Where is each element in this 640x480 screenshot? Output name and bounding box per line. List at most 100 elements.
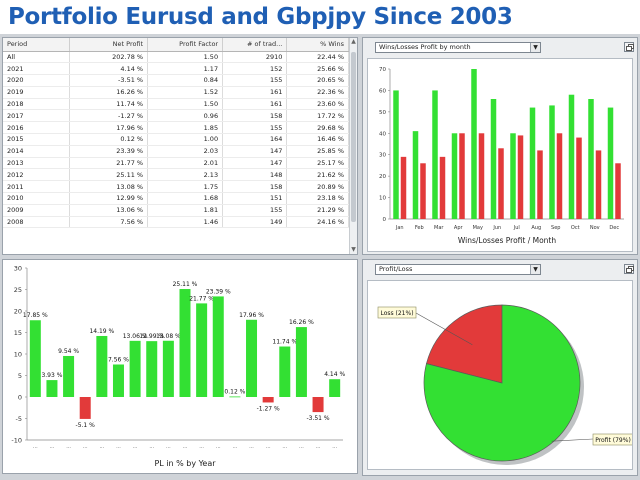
table-cell: 2019 <box>3 86 71 99</box>
year-bar <box>179 289 191 397</box>
year-bar <box>262 397 274 403</box>
column-header[interactable]: # of trad... <box>222 38 288 52</box>
scroll-down-icon[interactable]: ▼ <box>351 246 356 253</box>
table-cell: 149 <box>222 216 288 229</box>
table-cell: 23.18 % <box>286 192 349 205</box>
table-cell: 2016 <box>3 121 71 135</box>
table-cell: 155 <box>222 121 288 135</box>
column-header[interactable]: Profit Factor <box>147 38 224 52</box>
table-cell: 1.50 <box>147 51 224 64</box>
x-tick-label: ... <box>83 444 88 450</box>
x-tick-label: ... <box>183 444 188 450</box>
x-tick-label: Sep <box>551 225 560 231</box>
table-cell: 4.14 % <box>69 62 149 76</box>
table-row[interactable]: 2016 17.96 % 1.85 155 29.68 % <box>3 121 349 135</box>
table-cell: 155 <box>222 204 288 217</box>
table-header-row: Period Net Profit Profit Factor # of trad..… <box>3 38 349 52</box>
x-tick-label: ... <box>299 444 304 450</box>
table-cell: 2.03 <box>147 145 224 158</box>
year-bar <box>329 379 341 397</box>
x-axis-title: PL in % by Year <box>154 459 216 468</box>
table-row[interactable]: 2017 -1.27 % 0.96 158 17.72 % <box>3 109 349 123</box>
table-cell: 2012 <box>3 168 71 182</box>
wins-bar <box>549 105 555 219</box>
scrollbar-thumb[interactable] <box>351 52 356 222</box>
restore-window-icon[interactable] <box>624 42 634 52</box>
column-header[interactable]: Net Profit <box>69 38 149 52</box>
y-tick-label: 20 <box>379 174 386 180</box>
table-cell: 148 <box>222 168 288 182</box>
losses-bar <box>459 133 465 219</box>
table-cell: 25.17 % <box>286 157 349 170</box>
x-tick-label: ... <box>33 444 38 450</box>
scroll-up-icon[interactable]: ▲ <box>351 38 356 45</box>
y-tick-label: 40 <box>379 131 386 137</box>
wins-bar <box>568 94 575 219</box>
table-row[interactable]: 2014 23.39 % 2.03 147 25.85 % <box>3 145 349 158</box>
dropdown-value: Profit/Loss <box>379 265 413 273</box>
bar-data-label: 0.12 % <box>224 388 245 395</box>
year-bar <box>63 355 75 397</box>
table-row[interactable]: 2009 13.06 % 1.81 155 21.29 % <box>3 204 349 217</box>
losses-bar <box>439 156 446 219</box>
table-body: All 202.78 % 1.50 2910 22.44 % 2021 4.14 % 1.17… <box>3 51 349 229</box>
page-title: Portfolio Eurusd and Gbpjpy Since 2003 <box>8 4 513 30</box>
y-tick-label: 0 <box>18 394 22 402</box>
chart-type-dropdown[interactable]: Wins/Losses Profit by month ▼ <box>375 42 541 53</box>
year-bar <box>46 380 58 397</box>
table-scrollbar[interactable]: ▲ ▼ <box>349 38 357 254</box>
x-tick-label: Jun <box>492 225 501 231</box>
profit-leader-line <box>551 438 594 442</box>
x-axis-title: Wins/Losses Profit / Month <box>458 236 556 245</box>
bar-data-label: 9.54 % <box>58 348 79 355</box>
column-header[interactable]: % Wins <box>286 38 349 52</box>
table-row[interactable]: 2013 21.77 % 2.01 147 25.17 % <box>3 157 349 170</box>
table-cell: 16.26 % <box>69 86 149 99</box>
table-row[interactable]: 2012 25.11 % 2.13 148 21.62 % <box>3 168 349 182</box>
y-tick-label: 30 <box>14 265 22 273</box>
table-row[interactable]: 2008 7.56 % 1.46 149 24.16 % <box>3 216 349 229</box>
table-row[interactable]: 2011 13.08 % 1.75 158 20.89 % <box>3 180 349 194</box>
table-cell: 1.00 <box>147 133 224 146</box>
table-row[interactable]: All 202.78 % 1.50 2910 22.44 % <box>3 51 349 64</box>
table-cell: 17.72 % <box>286 109 349 123</box>
table-cell: 2018 <box>3 98 71 111</box>
losses-bar <box>420 163 426 219</box>
y-tick-label: 10 <box>379 196 386 202</box>
x-tick-label: ... <box>50 444 55 450</box>
table-cell: 21.62 % <box>286 168 349 182</box>
bar-data-label: -3.51 % <box>306 415 329 422</box>
table-row[interactable]: 2020 -3.51 % 0.84 155 20.65 % <box>3 74 349 87</box>
y-tick-label: 15 <box>14 329 22 337</box>
year-bar <box>279 346 291 397</box>
year-bar <box>312 397 324 413</box>
year-bar <box>212 296 224 397</box>
table-cell: 1.52 <box>147 86 224 99</box>
loss-label: Loss (21%) <box>380 310 413 317</box>
chevron-down-icon[interactable]: ▼ <box>530 43 540 52</box>
table-row[interactable]: 2018 11.74 % 1.50 161 23.60 % <box>3 98 349 111</box>
profit-loss-dropdown[interactable]: Profit/Loss ▼ <box>375 264 541 275</box>
wins-bar <box>393 90 399 219</box>
table-cell: 2008 <box>3 216 71 229</box>
x-tick-label: ... <box>233 444 238 450</box>
table-cell: 158 <box>222 180 288 194</box>
bar-data-label: 21.77 % <box>189 295 214 302</box>
table-cell: 13.06 % <box>69 204 149 217</box>
restore-window-icon[interactable] <box>624 264 634 274</box>
table-cell: 2017 <box>3 109 71 123</box>
table-row[interactable]: 2015 0.12 % 1.00 164 16.46 % <box>3 133 349 146</box>
x-tick-label: ... <box>216 444 221 450</box>
table-cell: 2011 <box>3 180 71 194</box>
losses-bar <box>615 163 621 219</box>
table-row[interactable]: 2010 12.99 % 1.68 151 23.18 % <box>3 192 349 205</box>
table-cell: -3.51 % <box>69 74 149 87</box>
column-header[interactable]: Period <box>3 38 71 52</box>
table-row[interactable]: 2019 16.26 % 1.52 161 22.36 % <box>3 86 349 99</box>
year-bar <box>229 396 241 398</box>
chevron-down-icon[interactable]: ▼ <box>530 265 540 274</box>
losses-bar <box>537 150 543 219</box>
table-row[interactable]: 2021 4.14 % 1.17 152 25.66 % <box>3 62 349 76</box>
y-tick-label: 50 <box>379 110 386 116</box>
x-tick-label: Apr <box>454 225 464 231</box>
